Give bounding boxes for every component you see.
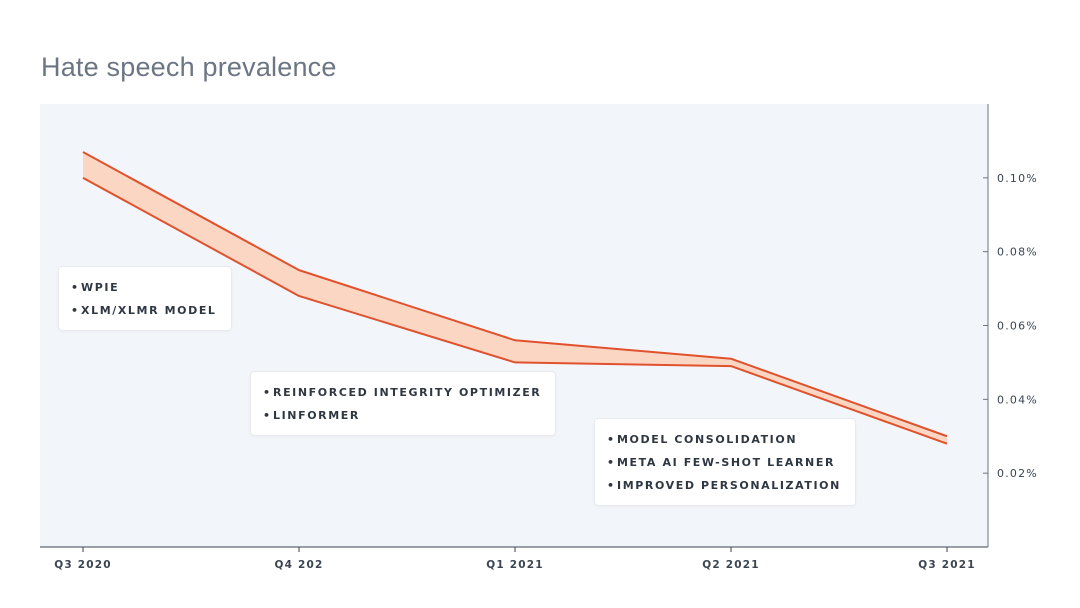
y-tick-label: 0.02% [997, 467, 1038, 480]
series-line-upper [82, 151, 948, 438]
y-tick-label: 0.06% [997, 320, 1038, 333]
y-tick-label: 0.04% [997, 393, 1038, 406]
callout-item: •REINFORCED INTEGRITY OPTIMIZER [263, 386, 542, 399]
callout-item: •XLM/XLMR MODEL [71, 304, 217, 317]
callout-annotation-3: •MODEL CONSOLIDATION •META AI FEW-SHOT L… [595, 419, 855, 505]
callout-annotation-1: •WPIE •XLM/XLMR MODEL [59, 267, 231, 330]
x-tick-label: Q4 202 [274, 559, 323, 571]
y-tick-label: 0.10% [997, 172, 1038, 185]
callout-item: •META AI FEW-SHOT LEARNER [607, 456, 836, 469]
y-tick-label: 0.08% [997, 246, 1038, 259]
callout-item: •LINFORMER [263, 409, 360, 422]
x-tick-label: Q2 2021 [702, 559, 760, 571]
x-tick-label: Q3 2021 [918, 559, 976, 571]
callout-item: •WPIE [71, 281, 120, 294]
x-tick-label: Q1 2021 [486, 559, 544, 571]
callout-item: •MODEL CONSOLIDATION [607, 433, 798, 446]
x-tick-label: Q3 2020 [54, 559, 112, 571]
callout-annotation-2: •REINFORCED INTEGRITY OPTIMIZER •LINFORM… [251, 372, 556, 435]
series-line-lower [82, 176, 948, 445]
chart-title: Hate speech prevalence [41, 52, 337, 82]
callout-item: •IMPROVED PERSONALIZATION [607, 479, 841, 492]
